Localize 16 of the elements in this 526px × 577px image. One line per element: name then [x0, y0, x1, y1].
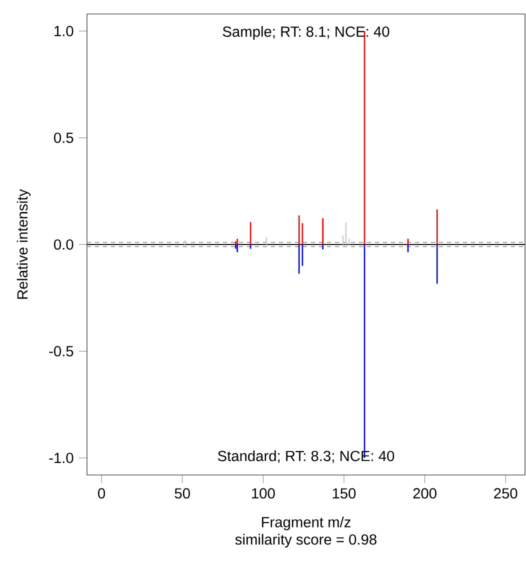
- y-tick-label: 0.5: [54, 132, 74, 143]
- annotation: Standard; RT: 8.3; NCE: 40: [218, 450, 394, 463]
- x-tick-label: 0: [98, 488, 106, 499]
- annotation: Sample; RT: 8.1; NCE: 40: [222, 26, 390, 40]
- y-axis-title: Relative intensity: [16, 189, 31, 299]
- y-tick-label: 0.0: [54, 239, 74, 250]
- y-tick-label: 1.0: [54, 26, 74, 36]
- x-tick-label: 100: [252, 488, 275, 499]
- y-tick-label: -0.5: [49, 346, 74, 356]
- x-tick-label: 200: [413, 488, 436, 499]
- x-axis-title: Fragment m/z: [262, 516, 350, 530]
- x-tick-label: 150: [332, 488, 356, 499]
- x-tick-label: 50: [174, 488, 190, 499]
- y-tick-label: -1.0: [49, 452, 74, 464]
- x-tick-label: 250: [494, 488, 518, 499]
- text: similarity score = 0.98: [235, 534, 376, 548]
